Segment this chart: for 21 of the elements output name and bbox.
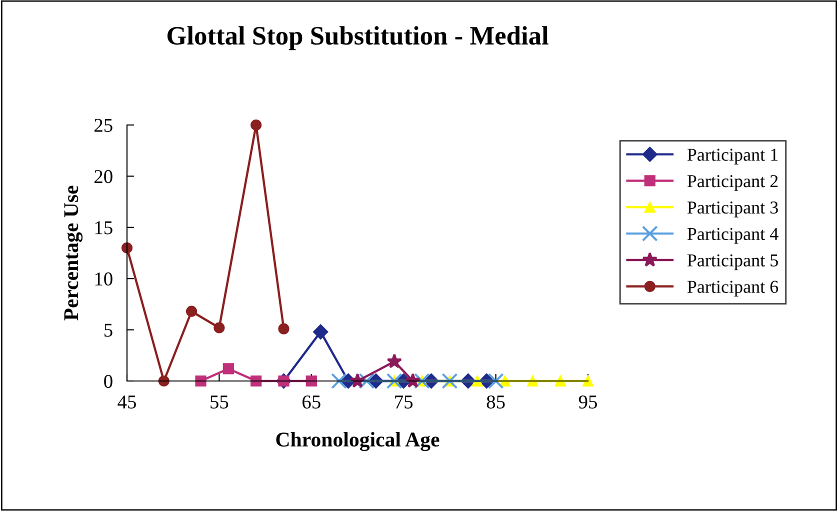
y-tick-label: 15 <box>95 221 112 234</box>
x-tick-label: 55 <box>210 396 228 409</box>
y-tick-label: 0 <box>104 374 112 388</box>
y-tick-label: 10 <box>95 272 112 286</box>
legend-label: Participant 4 <box>687 228 778 244</box>
y-axis-title: Percentage Use <box>64 186 83 320</box>
y-tick-label: 20 <box>94 170 112 184</box>
y-tick-label: 25 <box>94 118 112 132</box>
chart-title: Glottal Stop Substitution - Medial <box>167 26 548 50</box>
x-tick-label: 45 <box>118 396 136 409</box>
y-tick-label: 5 <box>104 324 112 337</box>
x-tick-label: 75 <box>395 396 413 409</box>
legend-label: Participant 2 <box>687 175 778 191</box>
x-tick-label: 65 <box>302 396 320 409</box>
legend-label: Participant 6 <box>687 280 778 297</box>
x-tick-label: 95 <box>578 396 597 409</box>
x-axis-title: Chronological Age <box>276 432 440 452</box>
legend-label: Participant 1 <box>687 148 778 164</box>
x-tick-label: 85 <box>486 395 505 409</box>
legend-label: Participant 3 <box>687 202 778 218</box>
legend-label: Participant 5 <box>687 254 778 270</box>
